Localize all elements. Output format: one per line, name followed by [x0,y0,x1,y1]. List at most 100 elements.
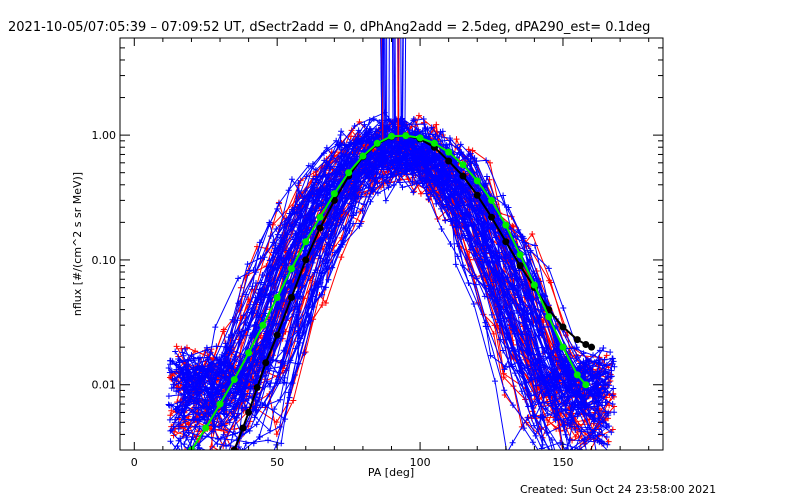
blue-plus-marker [322,284,329,291]
blue-plus-marker [596,347,603,354]
blue-plus-marker [201,374,208,381]
blue-plus-marker [595,461,601,467]
blue-plus-marker [538,445,545,450]
blue-plus-marker [188,465,194,471]
red-plus-marker [273,419,280,426]
green-fit-point [545,313,553,321]
blue-plus-marker [392,143,399,150]
blue-plus-marker [200,403,207,410]
blue-plus-marker [490,253,497,260]
blue-plus-marker [422,174,429,181]
blue-plus-marker [590,403,597,410]
blue-plus-marker [273,320,280,327]
blue-plus-marker [294,210,301,217]
blue-plus-marker [246,427,253,434]
blue-plus-marker [511,282,518,289]
blue-plus-marker [518,331,525,338]
blue-plus-marker [439,179,446,186]
blue-plus-marker [182,401,189,408]
red-plus-marker [168,407,175,414]
black-fit-point [559,323,567,331]
blue-plus-marker [246,267,253,274]
red-plus-marker [173,343,180,350]
blue-plus-marker [600,370,607,377]
blue-plus-marker [502,363,509,370]
blue-plus-marker [338,128,345,135]
blue-plus-marker [509,344,516,351]
blue-plus-marker [549,350,556,357]
blue-plus-marker [208,477,214,483]
blue-plus-marker [263,332,270,339]
blue-plus-marker [601,356,608,363]
blue-plus-marker [315,240,322,247]
blue-plus-marker [220,431,227,438]
blue-plus-marker [319,183,326,190]
blue-plus-marker [288,176,295,183]
blue-plus-marker [539,453,545,459]
blue-plus-marker [170,423,177,430]
blue-plus-marker [389,139,396,146]
blue-plus-marker [608,429,615,436]
blue-plus-marker [581,436,588,443]
green-fit-point [402,132,410,140]
blue-plus-marker [600,362,607,369]
spike-line [383,38,386,141]
blue-plus-marker [482,319,489,326]
blue-plus-marker [200,365,207,372]
blue-plus-marker [525,295,532,302]
blue-plus-marker [549,397,556,404]
blue-plus-marker [447,241,454,248]
red-plus-marker [610,393,617,400]
blue-plus-marker [184,477,190,483]
red-plus-marker [415,112,422,119]
blue-plus-marker [236,330,243,337]
blue-plus-marker [306,318,313,325]
blue-plus-marker [437,128,444,135]
blue-plus-marker [168,385,175,392]
blue-plus-marker [165,393,172,400]
blue-plus-marker [224,381,231,388]
blue-plus-marker [608,373,615,380]
blue-plus-marker [382,197,389,204]
blue-plus-marker [175,420,182,427]
blue-plus-marker [355,137,362,144]
black-fit-point [473,191,481,199]
green-fit-point [473,177,481,185]
blue-plus-marker [395,167,402,174]
blue-plus-marker [235,300,242,307]
black-fit-point [588,343,596,351]
blue-plus-marker [590,352,597,359]
blue-plus-marker [597,390,604,397]
blue-plus-marker [487,249,494,256]
blue-plus-marker [267,270,274,277]
blue-plus-marker [609,392,616,399]
red-plus-marker [603,352,610,359]
blue-plus-marker [338,152,345,159]
blue-plus-marker [525,403,532,410]
blue-plus-marker [506,449,508,450]
blue-plus-marker [571,345,578,352]
blue-plus-marker [298,208,305,215]
red-plus-marker [378,184,385,191]
blue-plus-marker [552,357,559,364]
blue-plus-marker [428,153,435,160]
blue-plus-marker [588,358,595,365]
x-tick-label: 0 [131,456,138,469]
blue-plus-marker [253,421,260,428]
blue-plus-marker [467,236,474,243]
blue-plus-marker [340,237,347,244]
blue-plus-marker [583,361,590,368]
blue-plus-marker [328,181,335,188]
chart-title: 2021-10-05/07:05:39 – 07:09:52 UT, dSect… [8,20,650,35]
blue-plus-marker [538,328,545,335]
blue-plus-marker [257,291,264,298]
blue-plus-marker [351,190,358,197]
blue-plus-marker [458,234,465,241]
blue-plus-marker [388,145,395,152]
blue-plus-marker [431,175,438,182]
blue-plus-marker [561,422,568,429]
blue-plus-marker [185,427,192,434]
blue-plus-marker [449,190,456,197]
blue-plus-marker [261,254,268,261]
blue-plus-marker [409,180,416,187]
